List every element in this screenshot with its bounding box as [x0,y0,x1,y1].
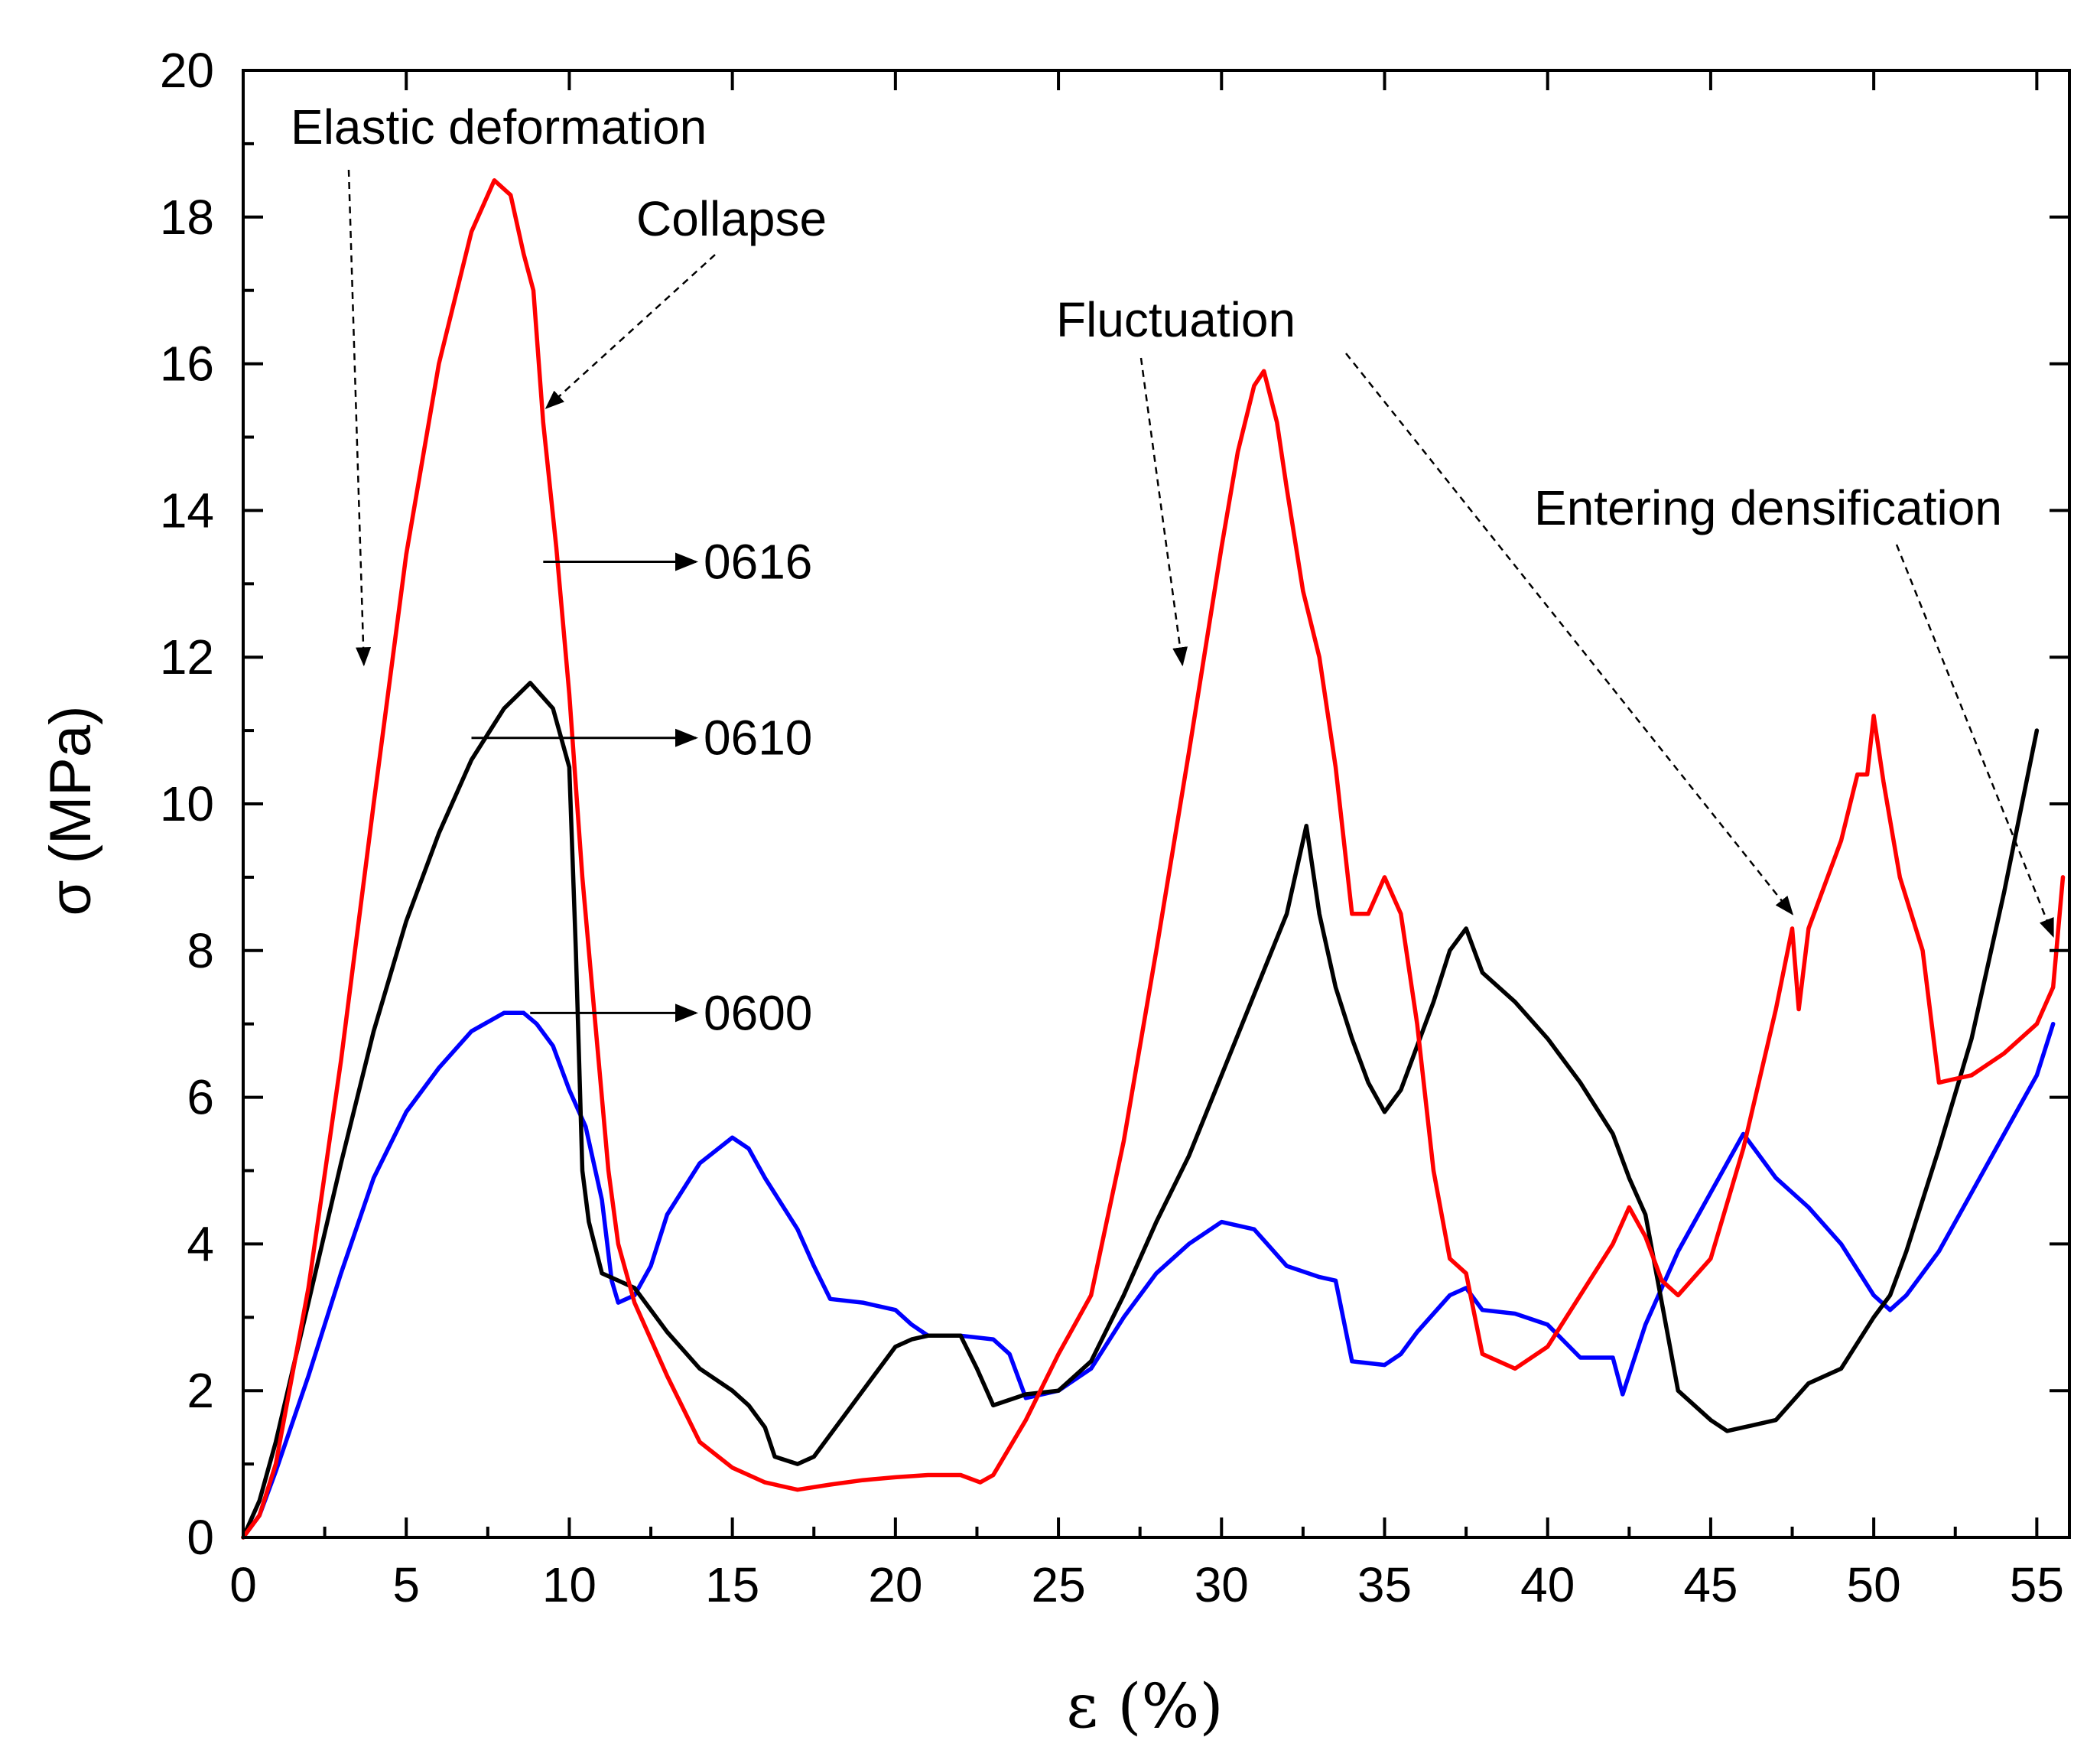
y-tick-label: 0 [187,1510,214,1565]
y-tick-label: 10 [160,776,214,831]
y-tick-label: 16 [160,337,214,392]
x-tick-label: 55 [2010,1557,2064,1612]
y-tick-label: 20 [160,43,214,98]
y-tick-label: 2 [187,1363,214,1418]
arrow-collapse [545,254,716,409]
x-tick-label: 5 [392,1557,420,1612]
y-axis-title: σ (MPa) [38,706,103,916]
y-tick-label: 18 [160,190,214,245]
series-line-0616 [241,178,2066,1540]
x-tick-label: 0 [229,1557,257,1612]
annotation-elastic-deformation: Elastic deformation [291,99,707,155]
annotation-fluctuation: Fluctuation [1056,292,1295,347]
series-layer [241,178,2066,1540]
x-tick-label: 25 [1031,1557,1085,1612]
tick-layer: 0 5 10 15 20 25 30 35 40 45 50 55 0 2 4 6 8 10 12 14 16 18 20 [160,43,2069,1612]
arrow-entering-densification [1895,544,2054,938]
x-tick-label: 30 [1195,1557,1249,1612]
x-tick-label: 45 [1683,1557,1738,1612]
plot-frame [242,69,2071,1539]
y-tick-label: 6 [187,1070,214,1125]
y-tick-label: 8 [187,923,214,978]
annotation-collapse: Collapse [636,191,827,246]
axis-layer [242,69,2071,1539]
x-tick-label: 20 [868,1557,922,1612]
x-axis-title: ε (%) [1066,1670,1223,1742]
series-label-0600: 0600 [704,985,812,1040]
arrow-fluctuation-1 [1139,357,1188,667]
arrow-fluctuation-2 [1345,353,1794,916]
y-tick-label: 14 [160,483,214,538]
annotation-entering-densification: Entering densification [1534,480,2002,535]
x-tick-label: 10 [542,1557,597,1612]
series-label-0610: 0610 [704,711,812,766]
annotation-layer: Elastic deformation Collapse Fluctuation En… [291,99,2054,1040]
series-label-0616: 0616 [704,535,812,590]
y-tick-label: 12 [160,629,214,685]
x-tick-label: 15 [705,1557,759,1612]
y-tick-label: 4 [187,1216,214,1271]
x-tick-label: 50 [1847,1557,1901,1612]
series-line-0600 [241,1010,2056,1540]
x-tick-label: 40 [1520,1557,1575,1612]
series-line-0610 [241,681,2040,1540]
x-tick-label: 35 [1357,1557,1412,1612]
arrow-elastic-deformation [347,169,372,667]
